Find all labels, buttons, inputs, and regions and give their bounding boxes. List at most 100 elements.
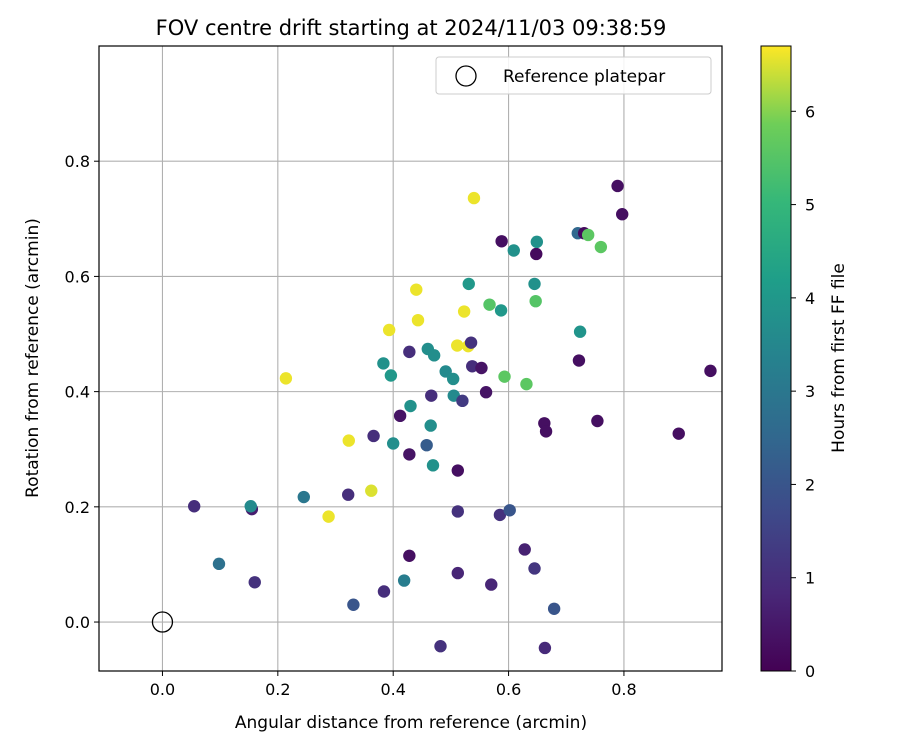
data-point xyxy=(518,543,531,556)
legend-reference-marker xyxy=(455,65,477,87)
y-tick-label: 0.8 xyxy=(65,152,90,171)
data-points xyxy=(187,179,717,655)
data-point xyxy=(410,283,423,296)
data-point xyxy=(528,277,541,291)
y-axis-ticks: 0.0 0.2 0.4 0.6 0.8 xyxy=(65,152,99,632)
data-point xyxy=(475,361,488,375)
data-point xyxy=(367,429,380,443)
plot-area-frame xyxy=(98,45,723,672)
data-point xyxy=(503,504,516,517)
data-point xyxy=(347,598,360,611)
data-point xyxy=(467,191,481,205)
y-tick-label: 0.0 xyxy=(65,613,90,632)
data-point xyxy=(434,640,447,653)
chart-title: FOV centre drift starting at 2024/11/03 … xyxy=(156,16,667,40)
data-point xyxy=(451,566,465,580)
data-point xyxy=(342,488,355,501)
x-tick-label: 0.2 xyxy=(265,680,290,699)
data-point xyxy=(403,549,416,562)
data-point xyxy=(594,240,608,254)
legend-label-reference-platepar: Reference platepar xyxy=(503,67,665,87)
data-point xyxy=(464,336,478,349)
colorbar-tick-label: 3 xyxy=(805,382,815,401)
data-point xyxy=(672,427,685,440)
data-point xyxy=(495,235,508,248)
data-point xyxy=(573,325,587,338)
x-axis-ticks: 0.0 0.2 0.4 0.6 0.8 xyxy=(150,671,637,699)
data-point xyxy=(462,277,475,291)
reference-marker-layer xyxy=(151,611,174,633)
data-point xyxy=(322,510,335,523)
colorbar: 0 1 2 3 4 5 6 Hours from first FF file xyxy=(760,45,849,681)
data-point xyxy=(386,437,400,450)
colorbar-tick-label: 0 xyxy=(805,662,815,681)
grid-lines xyxy=(99,46,722,671)
data-point xyxy=(530,235,544,249)
data-point xyxy=(377,357,390,370)
data-point xyxy=(616,208,629,221)
data-point xyxy=(538,641,552,655)
data-point xyxy=(212,557,226,571)
colorbar-tick-label: 1 xyxy=(805,569,815,588)
data-point xyxy=(466,360,479,373)
x-tick-label: 0.6 xyxy=(496,680,521,699)
data-point xyxy=(704,364,717,378)
data-point xyxy=(342,434,355,447)
y-tick-label: 0.2 xyxy=(65,498,90,517)
x-axis-label: Angular distance from reference (arcmin) xyxy=(235,713,587,733)
data-point xyxy=(365,484,378,497)
colorbar-tick-label: 4 xyxy=(805,289,815,308)
x-tick-label: 0.4 xyxy=(380,680,405,699)
data-point xyxy=(581,228,595,242)
data-point xyxy=(411,313,425,327)
data-point xyxy=(529,294,542,308)
data-point xyxy=(498,370,511,383)
data-point xyxy=(572,354,586,367)
data-point xyxy=(439,365,452,378)
data-point xyxy=(457,305,471,318)
data-point xyxy=(403,448,416,461)
y-axis-label: Rotation from reference (arcmin) xyxy=(23,218,43,498)
reference-platepar-marker xyxy=(151,611,174,633)
y-tick-label: 0.6 xyxy=(65,267,90,286)
data-point xyxy=(547,602,561,615)
colorbar-label: Hours from first FF file xyxy=(829,263,849,453)
data-point xyxy=(528,562,541,575)
legend-box xyxy=(435,56,712,95)
data-point xyxy=(479,385,493,399)
data-point xyxy=(187,500,201,513)
data-point xyxy=(397,574,411,587)
data-point xyxy=(427,349,441,362)
data-point xyxy=(382,323,396,337)
data-point xyxy=(424,419,437,432)
data-point xyxy=(446,372,460,386)
data-point xyxy=(425,389,438,402)
colorbar-gradient xyxy=(760,45,792,672)
data-point xyxy=(493,508,507,522)
data-point xyxy=(244,500,257,513)
data-point xyxy=(248,576,261,589)
y-tick-label: 0.4 xyxy=(65,383,90,402)
data-point xyxy=(485,578,498,591)
x-tick-label: 0.8 xyxy=(611,680,636,699)
data-point xyxy=(279,372,293,385)
colorbar-tick-label: 2 xyxy=(805,475,815,494)
legend: Reference platepar xyxy=(435,56,712,95)
data-point xyxy=(530,247,543,261)
colorbar-tick-label: 5 xyxy=(805,196,815,215)
data-point xyxy=(494,304,508,317)
data-point xyxy=(456,394,469,408)
data-point xyxy=(420,438,433,452)
x-tick-label: 0.0 xyxy=(150,680,175,699)
data-point xyxy=(507,244,520,257)
data-point xyxy=(451,339,464,352)
data-point xyxy=(591,414,604,428)
data-point xyxy=(451,505,465,518)
colorbar-tick-label: 6 xyxy=(805,102,815,121)
data-point xyxy=(451,464,465,477)
data-point xyxy=(377,585,391,598)
colorbar-ticks: 0 1 2 3 4 5 6 xyxy=(791,102,815,681)
data-point xyxy=(403,345,416,359)
data-point xyxy=(539,425,553,438)
